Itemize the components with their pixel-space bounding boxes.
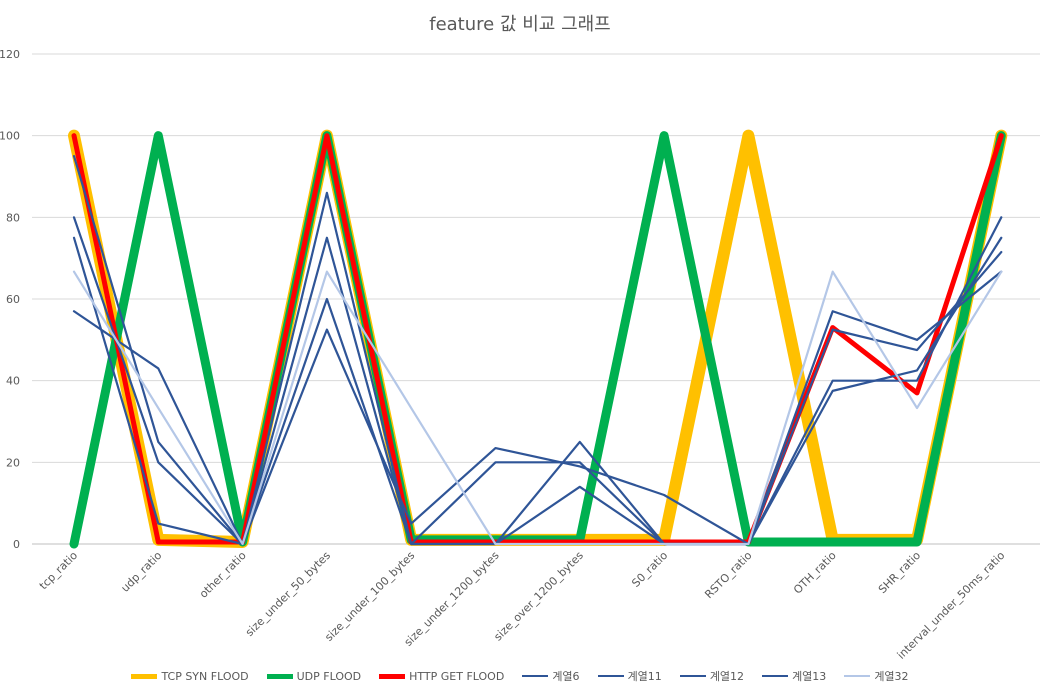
legend-swatch bbox=[597, 675, 624, 677]
legend-swatch bbox=[844, 675, 871, 677]
legend-swatch bbox=[379, 673, 406, 679]
x-tick-label: S0_ratio bbox=[629, 549, 670, 590]
x-tick-label: size_under_100_bytes bbox=[322, 549, 417, 644]
x-tick-label: size_under_50_bytes bbox=[243, 549, 333, 639]
chart-title: feature 값 비교 그래프 bbox=[429, 14, 611, 35]
series-line-계열13 bbox=[72, 154, 1003, 546]
x-tick-label: SHR_ratio bbox=[876, 549, 923, 596]
legend-label: UDP FLOOD bbox=[296, 669, 362, 683]
y-tick-label: 80 bbox=[6, 211, 20, 224]
legend-label: 계열13 bbox=[792, 670, 827, 683]
legend-label: TCP SYN FLOOD bbox=[161, 669, 249, 683]
legend-swatch bbox=[131, 673, 158, 679]
plot-area: 0 20 40 60 80 100 120 tcp_ratio udp_ratio other_r… bbox=[0, 48, 1040, 662]
legend-item: HTTP GET FLOOD bbox=[379, 670, 504, 683]
legend-label: 계열32 bbox=[874, 670, 909, 683]
y-tick-label: 40 bbox=[6, 375, 20, 388]
x-tick-label: udp_ratio bbox=[119, 549, 165, 595]
legend: TCP SYN FLOOD UDP FLOOD HTTP GET FLOOD 계열6 계… bbox=[0, 668, 1040, 684]
x-tick-label: tcp_ratio bbox=[37, 549, 80, 592]
legend-swatch bbox=[762, 675, 789, 677]
legend-item: UDP FLOOD bbox=[266, 669, 362, 683]
legend-item: 계열12 bbox=[679, 668, 745, 684]
y-tick-label: 100 bbox=[0, 130, 20, 143]
legend-label: 계열11 bbox=[627, 670, 662, 683]
legend-item: 계열11 bbox=[597, 668, 662, 684]
legend-swatch bbox=[522, 675, 549, 677]
legend-item: 계열6 bbox=[522, 668, 580, 684]
series-line-http-get-flood bbox=[71, 133, 1004, 545]
legend-item: 계열13 bbox=[762, 668, 826, 684]
x-tick-label: size_over_1200_bytes bbox=[491, 549, 586, 644]
legend-label: 계열12 bbox=[709, 670, 745, 683]
legend-swatch bbox=[679, 675, 706, 677]
legend-item: TCP SYN FLOOD bbox=[131, 669, 249, 683]
legend-item: 계열32 bbox=[844, 668, 909, 684]
y-tick-label: 0 bbox=[13, 538, 20, 551]
x-tick-label: size_under_1200_bytes bbox=[402, 549, 502, 649]
legend-label: HTTP GET FLOOD bbox=[409, 669, 505, 683]
x-tick-label: RSTO_ratio bbox=[702, 549, 754, 601]
x-tick-label: OTH_ratio bbox=[791, 549, 839, 597]
x-tick-label: other_ratio bbox=[197, 549, 249, 601]
legend-label: 계열6 bbox=[552, 670, 580, 683]
y-tick-label: 120 bbox=[0, 48, 20, 61]
series-line-계열12 bbox=[72, 216, 1003, 546]
y-tick-label: 60 bbox=[6, 293, 20, 306]
series-line-계열11 bbox=[72, 191, 1003, 546]
series-line-계열6 bbox=[72, 270, 1003, 546]
series-line-계열32 bbox=[72, 270, 1003, 546]
legend-swatch bbox=[266, 673, 293, 679]
y-tick-label: 20 bbox=[6, 456, 20, 469]
